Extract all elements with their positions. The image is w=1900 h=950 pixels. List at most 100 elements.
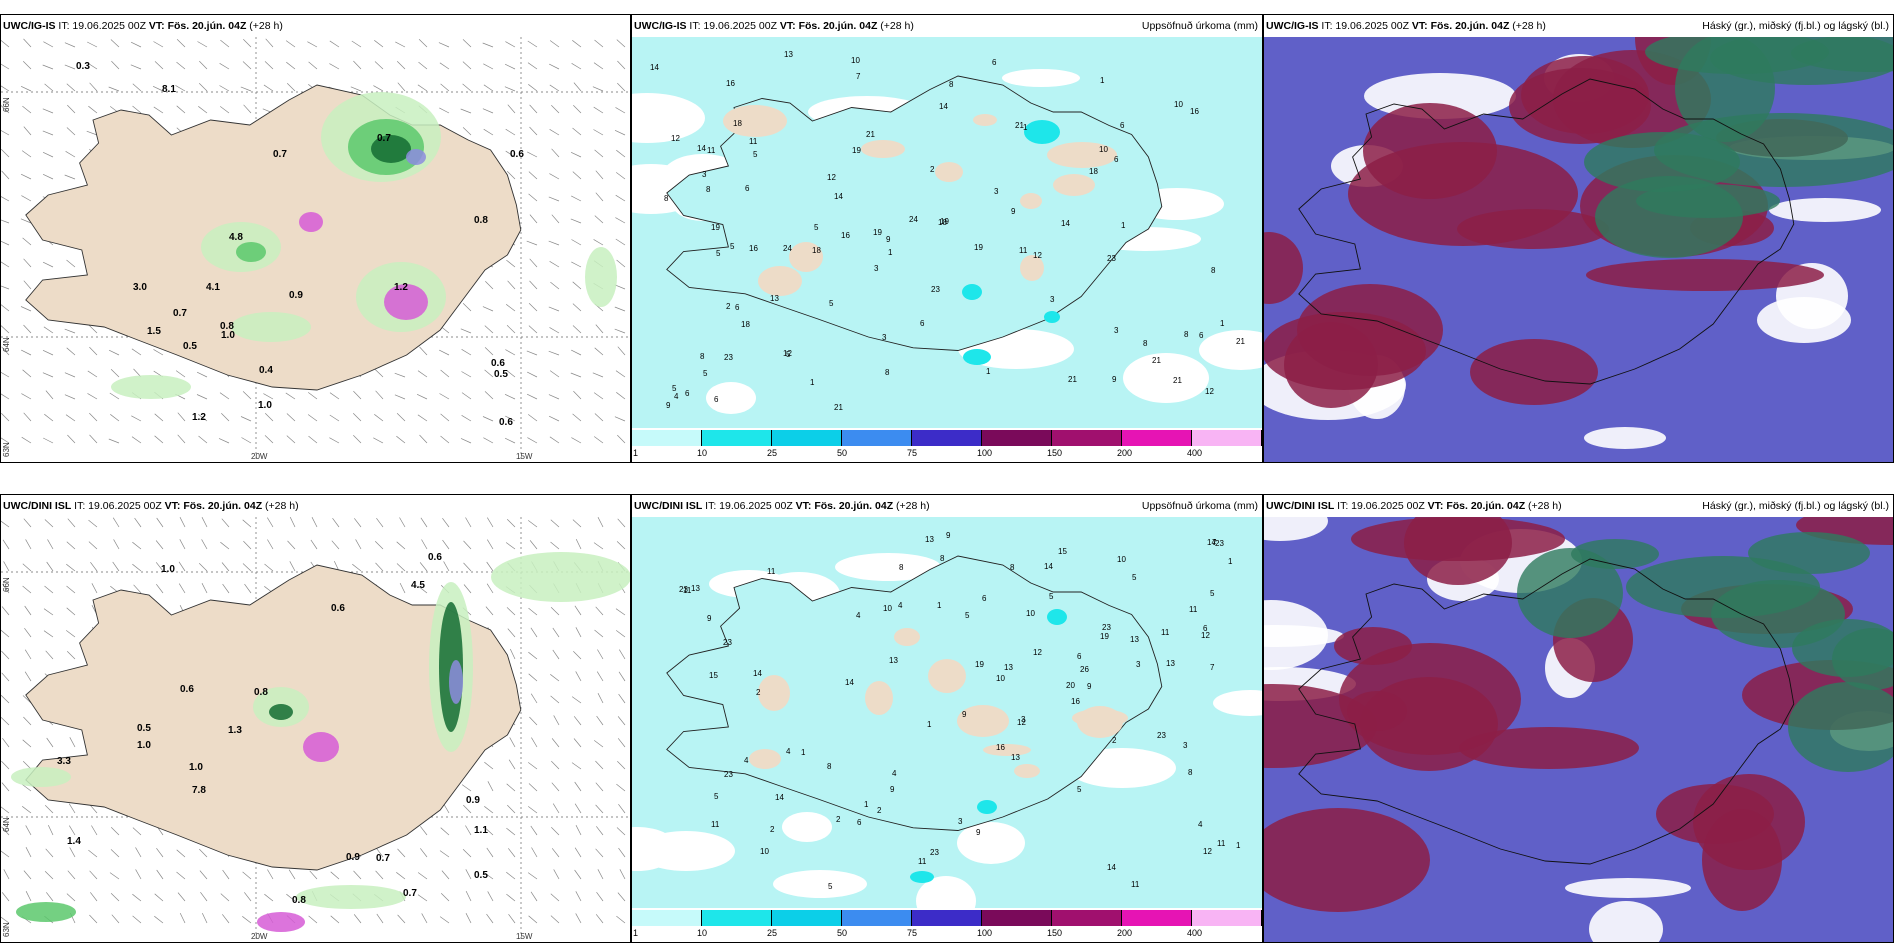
accum-value-label: 1 bbox=[927, 720, 932, 729]
wind-barb bbox=[44, 871, 54, 880]
accum-value-label: 14 bbox=[775, 793, 784, 802]
accum-value-label: 19 bbox=[940, 217, 949, 226]
wind-barb bbox=[222, 914, 230, 924]
wind-barb bbox=[42, 130, 54, 136]
high-cloud-area bbox=[1517, 548, 1623, 638]
wind-barb bbox=[308, 435, 318, 444]
panel-header: UWC/IG-IS IT: 19.06.2025 00Z VT: Fös. 20… bbox=[632, 15, 1262, 37]
wind-barb bbox=[45, 650, 54, 660]
wind-barb bbox=[617, 892, 626, 902]
wind-barb bbox=[595, 324, 604, 334]
wind-barb bbox=[89, 434, 98, 444]
latitude-label: 64N bbox=[2, 337, 11, 352]
wind-barb bbox=[43, 630, 54, 638]
wind-barb bbox=[22, 760, 32, 770]
precip-value-label: 1.0 bbox=[189, 762, 203, 773]
init-time: IT: 19.06.2025 00Z bbox=[689, 20, 777, 32]
wind-barb bbox=[529, 258, 538, 268]
colorbar-label: 100 bbox=[977, 448, 993, 458]
accum-value-label: 5 bbox=[829, 299, 834, 308]
map-area[interactable] bbox=[1264, 37, 1893, 462]
wind-barb bbox=[42, 108, 54, 114]
wind-barb bbox=[240, 416, 252, 422]
accum-value-label: 10 bbox=[1099, 145, 1108, 154]
wind-barb bbox=[595, 192, 604, 202]
wind-barb bbox=[484, 827, 494, 836]
wind-barb bbox=[175, 370, 186, 378]
accum-value-label: 1 bbox=[810, 378, 815, 387]
colorbar-label: 75 bbox=[907, 928, 918, 938]
precip-value-label: 4.1 bbox=[206, 282, 220, 293]
accum-value-label: 23 bbox=[931, 285, 940, 294]
map-area[interactable]: 0.5 0.6 0.8 0.9 0.7 1.1 4.5 7.8 3.3 1.0 1.4 0.6 0.5 1… bbox=[1, 517, 630, 942]
wind-barb bbox=[153, 349, 164, 356]
wind-barb bbox=[550, 607, 560, 616]
wind-barb bbox=[419, 346, 428, 356]
wind-barb bbox=[529, 280, 538, 290]
colorbar-label: 200 bbox=[1117, 928, 1133, 938]
map-area[interactable] bbox=[1264, 517, 1893, 942]
wind-barb bbox=[374, 369, 384, 378]
wind-barb bbox=[43, 41, 54, 48]
wind-barb bbox=[505, 41, 516, 48]
wind-barb bbox=[25, 847, 32, 858]
map-area[interactable]: 1 1 5 19 7 4 16 12 23 6 3 13 9 26 11 13 13 23 3 6 1 20 2 4 11 10 1… bbox=[632, 517, 1262, 908]
wind-barb bbox=[484, 325, 494, 334]
wind-barb bbox=[483, 84, 494, 92]
wind-barb bbox=[549, 129, 560, 136]
wind-barb bbox=[353, 390, 362, 400]
wind-barb bbox=[242, 916, 252, 924]
accum-value-label: 23 bbox=[1107, 254, 1116, 263]
wind-barb bbox=[442, 517, 450, 528]
map-area[interactable]: 16 3 10 5 21 16 6 21 24 2 8 10 16 12 9 14 18 1 1 5 18 6 1 14 9 18… bbox=[632, 37, 1262, 428]
accum-value-label: 23 bbox=[724, 353, 733, 362]
wind-barb bbox=[596, 891, 604, 902]
wind-barb bbox=[156, 583, 164, 594]
colorbar-swatch bbox=[842, 430, 912, 446]
wind-barb bbox=[67, 518, 76, 528]
heavy-precip-area bbox=[910, 871, 934, 883]
wind-barb bbox=[87, 393, 98, 400]
wind-barb bbox=[24, 627, 32, 638]
precip-value-label: 1.1 bbox=[474, 825, 488, 836]
wind-barb bbox=[593, 392, 604, 400]
wind-barb bbox=[1, 782, 10, 792]
accum-value-label: 8 bbox=[949, 80, 954, 89]
accum-value-label: 21 bbox=[1015, 121, 1024, 130]
wind-barb bbox=[616, 541, 626, 550]
wind-barb bbox=[177, 892, 186, 902]
model-name: UWC/IG-IS bbox=[634, 20, 687, 32]
wind-barb bbox=[551, 214, 560, 224]
accum-value-label: 5 bbox=[965, 611, 970, 620]
precip-value-label: 8.1 bbox=[162, 84, 176, 95]
wind-barb bbox=[552, 627, 560, 638]
wind-barb bbox=[484, 391, 494, 400]
wind-barb bbox=[614, 306, 626, 312]
mid-cloud-area bbox=[1264, 232, 1303, 304]
precip-value-label: 0.8 bbox=[474, 215, 488, 226]
wind-barb bbox=[1, 148, 10, 158]
wind-barb bbox=[263, 393, 274, 400]
wind-barb bbox=[462, 849, 472, 858]
wind-barb bbox=[575, 671, 582, 682]
wind-barb bbox=[482, 306, 494, 312]
wind-barb bbox=[375, 870, 384, 880]
accum-value-label: 4 bbox=[786, 747, 791, 756]
wind-barb bbox=[552, 803, 560, 814]
wind-barb bbox=[571, 261, 582, 268]
wind-barb bbox=[483, 872, 494, 880]
latitude-label: 64N bbox=[2, 817, 11, 832]
accum-value-label: 11 bbox=[1161, 628, 1170, 637]
wind-barb bbox=[574, 803, 582, 814]
accum-value-label: 21 bbox=[866, 130, 875, 139]
wind-barb bbox=[108, 349, 120, 356]
wind-barb bbox=[219, 392, 230, 400]
wind-barb bbox=[198, 563, 208, 572]
wind-barb bbox=[134, 517, 142, 528]
wind-barb bbox=[394, 394, 406, 400]
wind-barb bbox=[20, 173, 32, 180]
wind-barb bbox=[113, 539, 120, 550]
wind-barb bbox=[597, 649, 604, 660]
accum-value-label: 12 bbox=[1205, 387, 1214, 396]
map-area[interactable]: 0.7 0.6 0.5 0.8 1.2 4.1 8.1 3.0 4.8 0.9 0.6 0.5 1.0 0… bbox=[1, 37, 630, 462]
